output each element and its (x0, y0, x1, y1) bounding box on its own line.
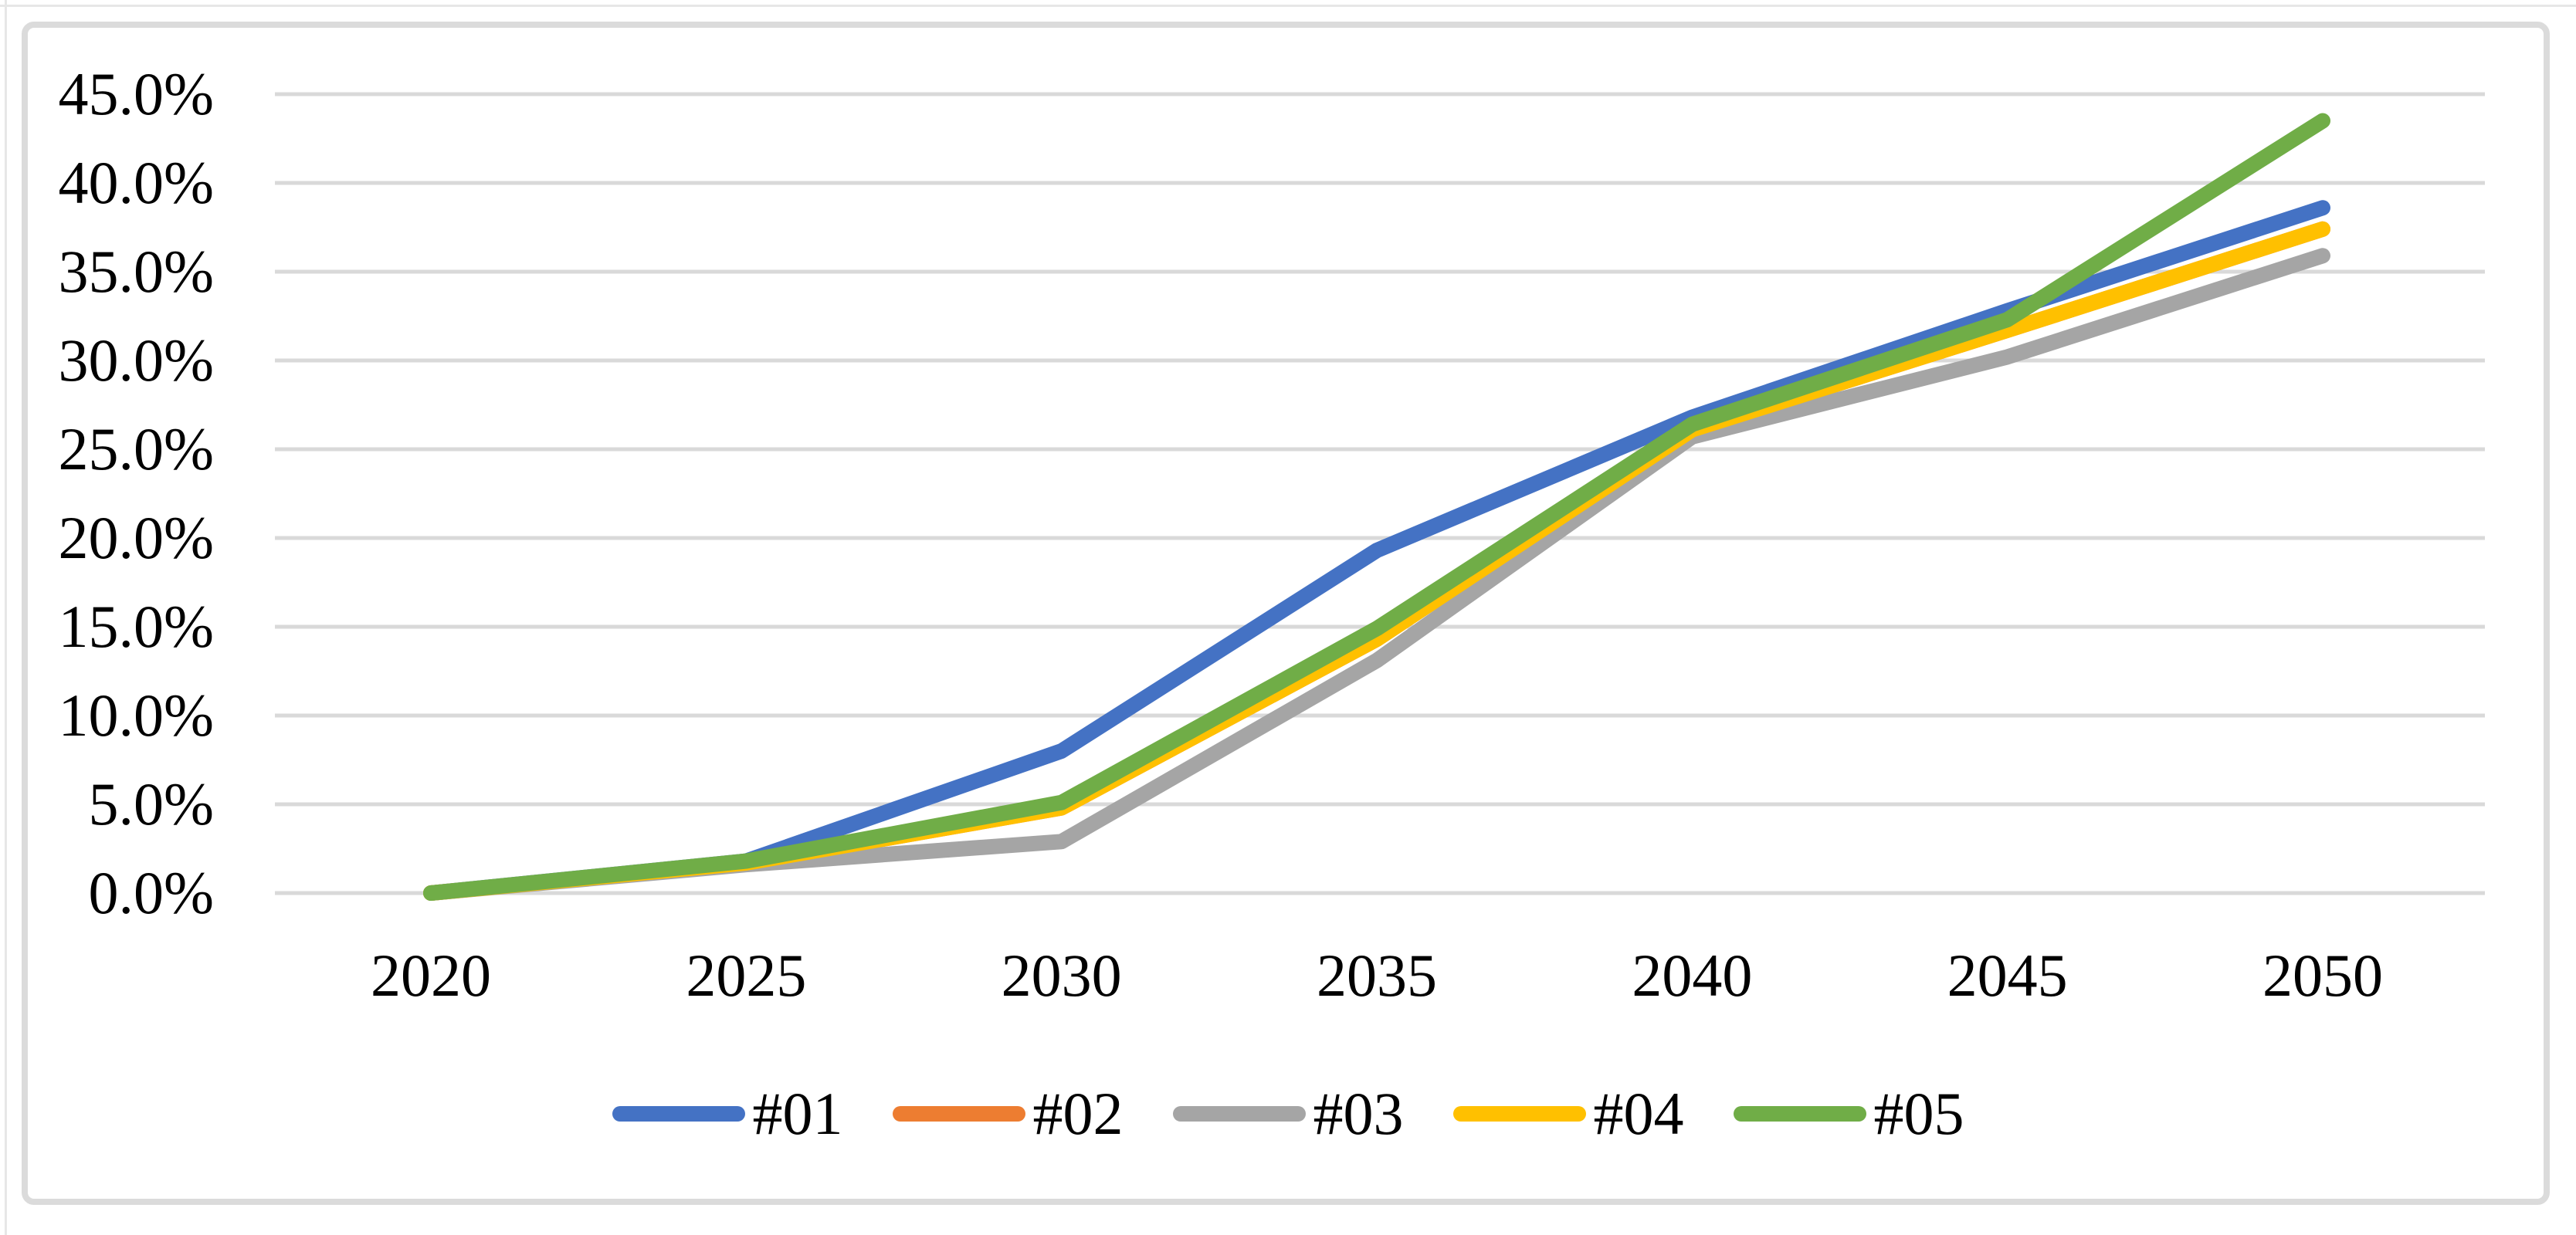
figure-border-left (5, 0, 7, 1235)
x-axis-tick-label: 2035 (1316, 942, 1437, 1009)
series-line-02 (423, 221, 2330, 901)
x-axis-tick-label: 2040 (1632, 942, 1753, 1009)
legend-label: #04 (1593, 1080, 1684, 1147)
y-axis-tick-label: 45.0% (58, 60, 214, 127)
x-axis-tick-label: 2045 (1947, 942, 2068, 1009)
y-axis-tick-label: 20.0% (58, 504, 214, 571)
x-axis-tick-label: 2050 (2262, 942, 2383, 1009)
x-axis-tick-label: 2025 (686, 942, 807, 1009)
legend-label: #05 (1873, 1080, 1964, 1147)
y-axis-tick-label: 0.0% (88, 859, 214, 926)
y-axis-tick-label: 15.0% (58, 593, 214, 660)
series-line-03 (423, 248, 2330, 901)
legend-label: #02 (1032, 1080, 1124, 1147)
y-axis-tick-label: 10.0% (58, 682, 214, 749)
y-axis-tick-label: 5.0% (88, 770, 214, 837)
series-line-05 (423, 113, 2330, 901)
legend-item-02: #02 (892, 1079, 1124, 1149)
legend-item-03: #03 (1172, 1079, 1404, 1149)
legend-line-marker (1733, 1106, 1866, 1122)
legend-item-05: #05 (1733, 1079, 1964, 1149)
series-line-04 (423, 221, 2330, 901)
series-line-01 (423, 200, 2330, 901)
y-axis-tick-label: 25.0% (58, 415, 214, 482)
legend: #01 #02 #03 #04 #05 (0, 1079, 2576, 1149)
y-axis-tick-label: 35.0% (58, 238, 214, 305)
legend-label: #03 (1313, 1080, 1404, 1147)
y-axis-tick-label: 30.0% (58, 327, 214, 394)
legend-item-04: #04 (1452, 1079, 1684, 1149)
figure-border-top (0, 5, 2576, 7)
legend-line-marker (892, 1106, 1025, 1122)
y-axis-tick-label: 40.0% (58, 149, 214, 216)
legend-line-marker (1172, 1106, 1306, 1122)
legend-line-marker (612, 1106, 745, 1122)
x-axis-tick-label: 2020 (371, 942, 491, 1009)
legend-label: #01 (752, 1080, 843, 1147)
x-axis-tick-label: 2030 (1001, 942, 1122, 1009)
legend-item-01: #01 (612, 1079, 843, 1149)
legend-line-marker (1452, 1106, 1586, 1122)
